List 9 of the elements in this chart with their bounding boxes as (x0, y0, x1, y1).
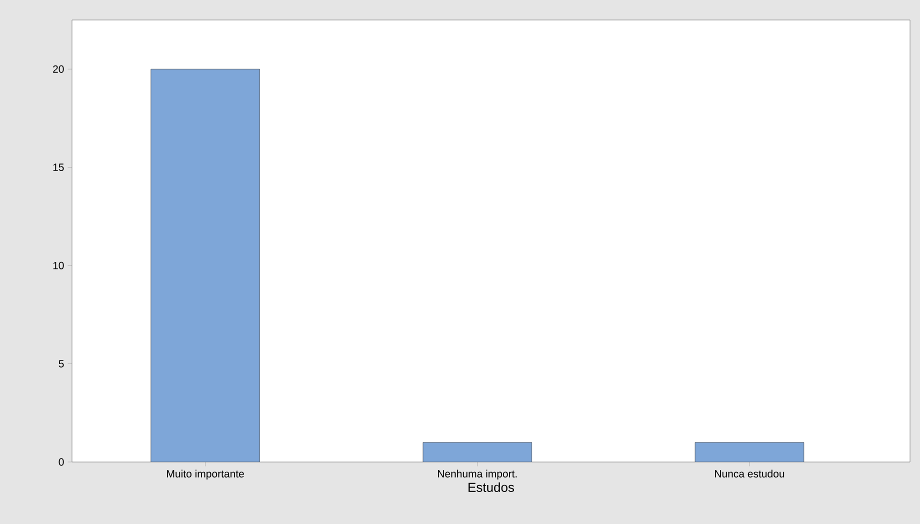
y-tick-label: 10 (53, 262, 64, 270)
y-tick-label: 0 (58, 458, 64, 466)
x-tick-label: Muito importante (167, 470, 244, 480)
y-tick-label: 20 (53, 65, 64, 73)
x-tick-label: Nunca estudou (715, 470, 784, 478)
x-axis-title: Estudos (468, 482, 514, 492)
y-tick-label: 15 (53, 164, 64, 171)
y-tick-label: 5 (58, 360, 64, 368)
x-tick-label: Nenhuma import. (438, 470, 517, 480)
